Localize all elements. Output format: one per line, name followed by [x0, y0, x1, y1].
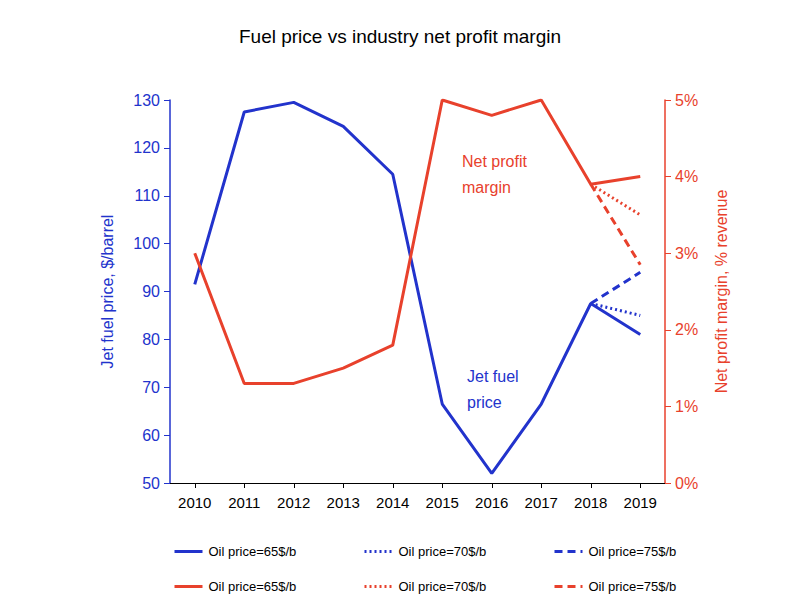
svg-text:Fuel price vs industry net pro: Fuel price vs industry net profit margin [239, 26, 561, 47]
svg-text:Oil price=70$/b: Oil price=70$/b [399, 544, 487, 559]
svg-text:80: 80 [142, 331, 160, 348]
svg-text:90: 90 [142, 283, 160, 300]
svg-text:Jet fuel price, $/barrel: Jet fuel price, $/barrel [99, 215, 116, 369]
svg-text:Oil price=65$/b: Oil price=65$/b [209, 579, 297, 594]
svg-text:120: 120 [133, 139, 160, 156]
svg-text:Oil price=70$/b: Oil price=70$/b [399, 579, 487, 594]
svg-text:100: 100 [133, 235, 160, 252]
svg-text:2019: 2019 [624, 494, 657, 511]
svg-text:2011: 2011 [228, 494, 260, 511]
svg-text:0%: 0% [675, 475, 698, 492]
svg-text:2012: 2012 [277, 494, 310, 511]
svg-text:margin: margin [462, 179, 511, 196]
svg-text:2010: 2010 [178, 494, 211, 511]
svg-text:Oil price=75$/b: Oil price=75$/b [589, 579, 677, 594]
svg-text:Oil price=65$/b: Oil price=65$/b [209, 544, 297, 559]
svg-text:60: 60 [142, 427, 160, 444]
svg-text:2017: 2017 [525, 494, 558, 511]
svg-text:price: price [467, 394, 502, 411]
svg-text:2%: 2% [675, 321, 698, 338]
svg-text:1%: 1% [675, 398, 698, 415]
svg-text:Net profit margin, % revenue: Net profit margin, % revenue [713, 190, 730, 394]
svg-text:2014: 2014 [376, 494, 409, 511]
svg-text:Oil price=75$/b: Oil price=75$/b [589, 544, 677, 559]
svg-text:130: 130 [133, 92, 160, 109]
svg-text:Jet fuel: Jet fuel [467, 368, 519, 385]
svg-text:4%: 4% [675, 168, 698, 185]
svg-text:5%: 5% [675, 92, 698, 109]
svg-text:70: 70 [142, 379, 160, 396]
svg-text:50: 50 [142, 475, 160, 492]
svg-text:Net profit: Net profit [462, 153, 527, 170]
svg-text:3%: 3% [675, 245, 698, 262]
svg-text:110: 110 [134, 187, 160, 204]
svg-text:2015: 2015 [426, 494, 459, 511]
svg-text:2013: 2013 [327, 494, 360, 511]
svg-text:2016: 2016 [475, 494, 508, 511]
svg-text:2018: 2018 [574, 494, 607, 511]
